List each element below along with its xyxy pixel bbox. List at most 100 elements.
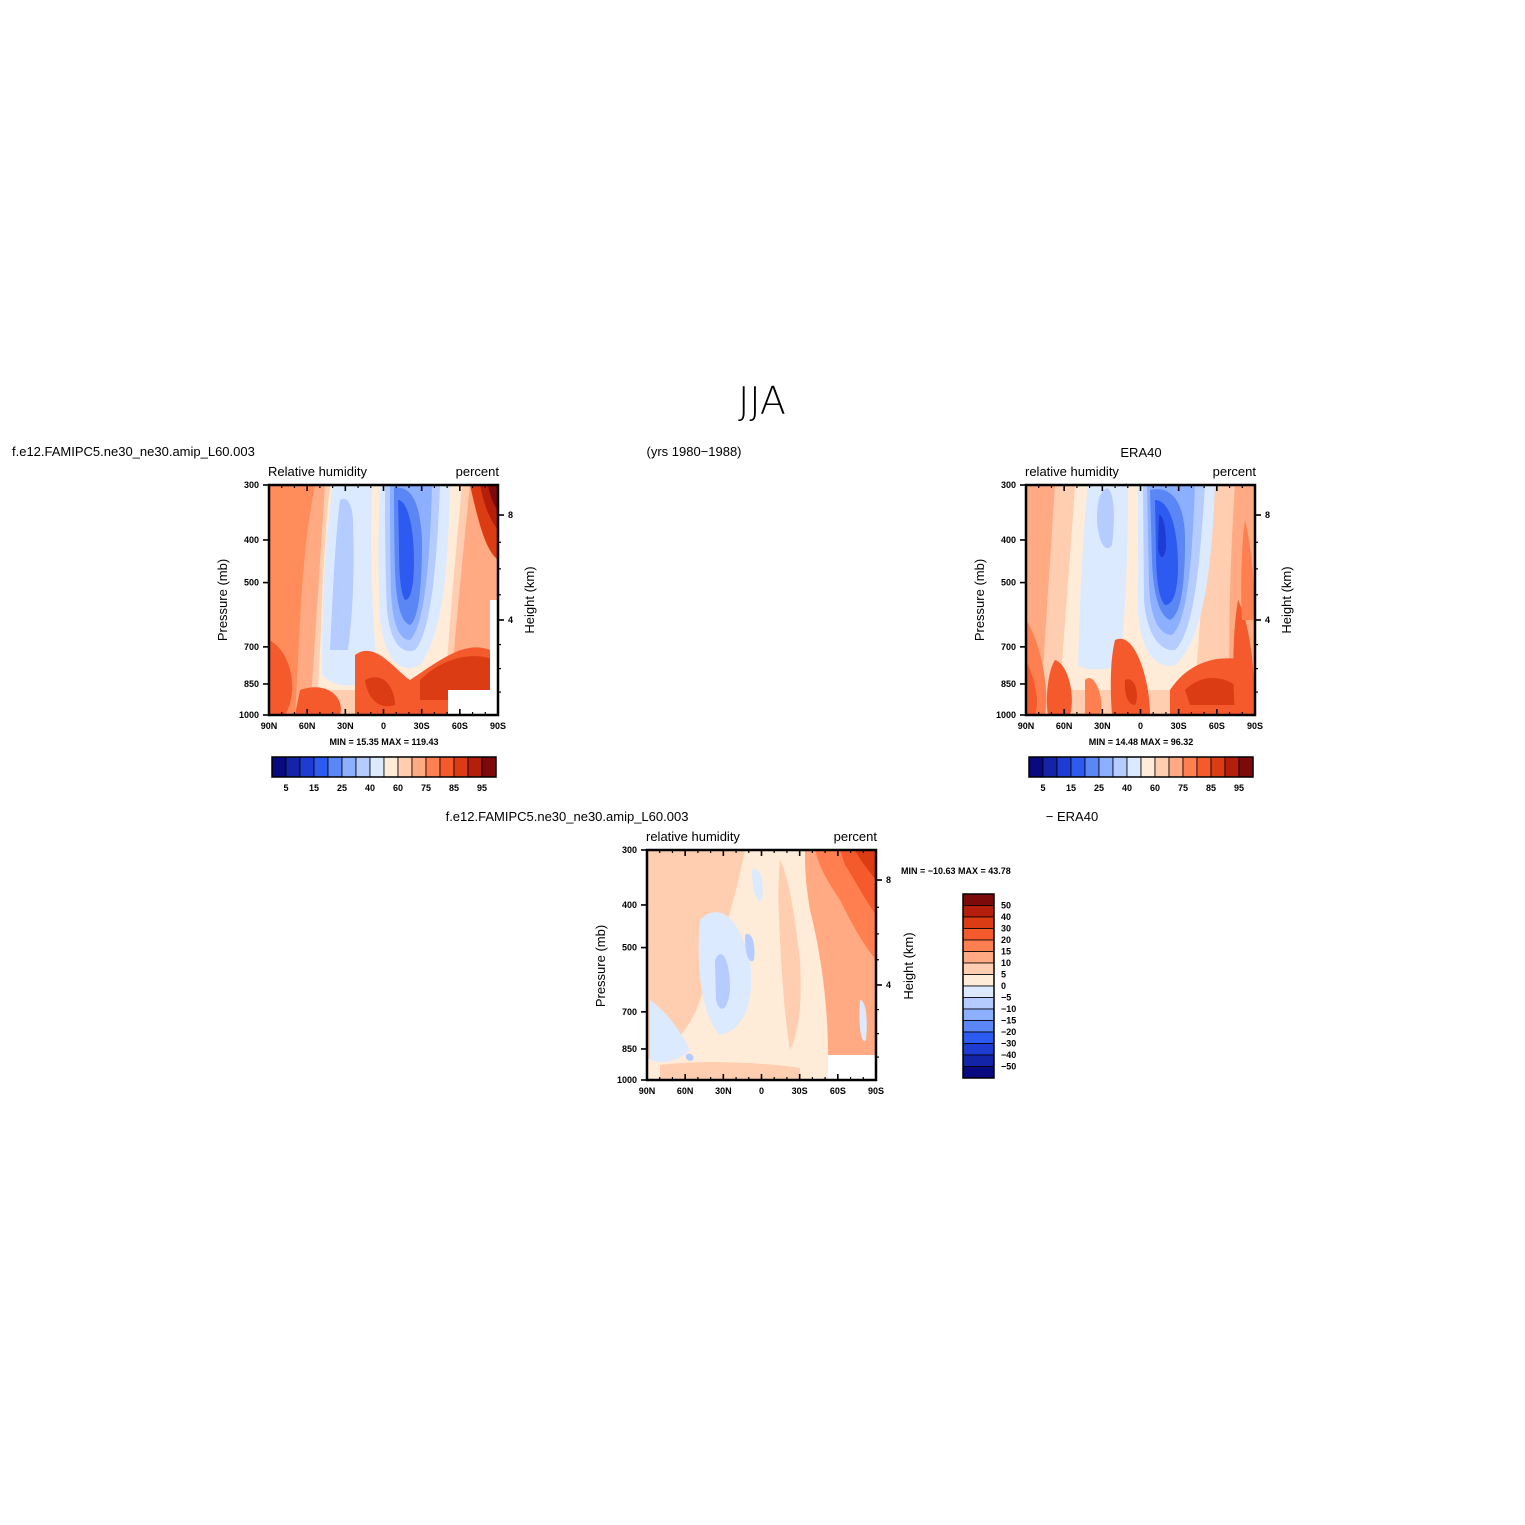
colorbar-label: 15 — [309, 783, 319, 793]
colorbar-label: 95 — [477, 783, 487, 793]
x-tick-label: 90N — [639, 1086, 656, 1096]
colorbar-box — [397, 756, 413, 778]
colorbar-box — [962, 951, 995, 964]
colorbar-label: 75 — [421, 783, 431, 793]
panel-obs-title-left: relative humidity — [1025, 464, 1119, 479]
colorbar-box — [383, 756, 399, 778]
y-tick-label: 300 — [244, 480, 259, 490]
colorbar-label: 15 — [1001, 947, 1011, 957]
colorbar-box — [962, 916, 995, 929]
colorbar-label: 85 — [449, 783, 459, 793]
panel-diff-ylabel-right: Height (km) — [901, 932, 916, 999]
colorbar-label: 75 — [1178, 783, 1188, 793]
colorbar-label: 5 — [283, 783, 288, 793]
panel-diff-ylabel: Pressure (mb) — [593, 925, 608, 1007]
x-tick-label: 30S — [1171, 721, 1187, 731]
x-tick-label: 30N — [715, 1086, 732, 1096]
colorbar-box — [1224, 756, 1240, 778]
panel-obs-title-right: percent — [1213, 464, 1257, 479]
obs-name: ERA40 — [1120, 445, 1161, 460]
colorbar-box — [962, 997, 995, 1010]
colorbar-label: 0 — [1001, 981, 1006, 991]
panel-model-field — [269, 485, 498, 715]
colorbar-box — [1112, 756, 1128, 778]
panel-diff-axes: 90N 60N 30N 0 30S 60S 90S 300 400 500 700 850 1000 8 4 — [617, 845, 891, 1096]
colorbar-box — [411, 756, 427, 778]
colorbar-box — [467, 756, 483, 778]
x-tick-label: 60N — [299, 721, 316, 731]
colorbar-box — [1070, 756, 1086, 778]
colorbar-label: −50 — [1001, 1062, 1016, 1072]
colorbar-label: 85 — [1206, 783, 1216, 793]
height-tick-label: 4 — [508, 615, 513, 625]
panel-obs-ylabel-right: Height (km) — [1279, 566, 1294, 633]
colorbar-box — [313, 756, 329, 778]
colorbar-label: 30 — [1001, 924, 1011, 934]
y-tick-label: 500 — [622, 943, 637, 953]
colorbar-label: 40 — [1001, 912, 1011, 922]
panel-model-title-right: percent — [456, 464, 500, 479]
colorbar-box — [962, 962, 995, 975]
colorbar-box — [962, 893, 995, 906]
colorbar-box — [1028, 756, 1044, 778]
colorbar-label: 40 — [365, 783, 375, 793]
panel-model: Relative humidity percent 90N — [215, 464, 537, 793]
colorbar-label: 25 — [1094, 783, 1104, 793]
colorbar-box — [962, 974, 995, 987]
colorbar-frame — [1028, 756, 1254, 778]
panel-diff-minmax: MIN = −10.63 MAX = 43.78 — [901, 866, 1011, 876]
x-tick-label: 60S — [452, 721, 468, 731]
colorbar-box — [425, 756, 441, 778]
figure-title: JJA — [738, 379, 786, 423]
x-tick-label: 60N — [677, 1086, 694, 1096]
height-tick-label: 8 — [508, 510, 513, 520]
panel-diff-field — [647, 850, 876, 1080]
x-tick-label: 0 — [381, 721, 386, 731]
panel-diff-title-right: percent — [834, 829, 878, 844]
colorbar-box — [1154, 756, 1170, 778]
y-tick-label: 1000 — [617, 1075, 637, 1085]
y-tick-label: 700 — [622, 1007, 637, 1017]
colorbar-box — [1098, 756, 1114, 778]
x-tick-label: 30S — [414, 721, 430, 731]
y-tick-label: 500 — [244, 578, 259, 588]
colorbar-box — [285, 756, 301, 778]
colorbar-label: 20 — [1001, 935, 1011, 945]
panel-obs: relative humidity percent 90N — [972, 464, 1294, 793]
diff-case-name: f.e12.FAMIPC5.ne30_ne30.amip_L60.003 — [446, 809, 689, 824]
colorbar-label: −10 — [1001, 1004, 1016, 1014]
panel-diff: relative humidity percent 90N 60N 30N 0 30S 6… — [593, 829, 1016, 1096]
colorbar-label: 25 — [337, 783, 347, 793]
colorbar-box — [1042, 756, 1058, 778]
x-tick-label: 90S — [1247, 721, 1263, 731]
colorbar-box — [962, 905, 995, 918]
y-tick-label: 700 — [244, 642, 259, 652]
panel-obs-axes: 90N 60N 30N 0 30S 60S 90S 300 400 500 700 850 1000 8 4 — [996, 480, 1270, 731]
colorbar-label: 60 — [393, 783, 403, 793]
x-tick-label: 30N — [1094, 721, 1111, 731]
panel-model-minmax: MIN = 15.35 MAX = 119.43 — [329, 737, 438, 747]
y-tick-label: 400 — [244, 535, 259, 545]
y-tick-label: 300 — [622, 845, 637, 855]
colorbar-box — [1238, 756, 1254, 778]
colorbar-box — [1056, 756, 1072, 778]
panel-diff-title-left: relative humidity — [646, 829, 740, 844]
colorbar-label: 5 — [1001, 970, 1006, 980]
y-tick-label: 300 — [1001, 480, 1016, 490]
x-tick-label: 30S — [792, 1086, 808, 1096]
panel-model-ylabel-right: Height (km) — [522, 566, 537, 633]
height-tick-label: 8 — [1265, 510, 1270, 520]
x-tick-label: 0 — [1138, 721, 1143, 731]
x-tick-label: 90N — [1018, 721, 1035, 731]
colorbar-box — [1182, 756, 1198, 778]
colorbar-box — [271, 756, 287, 778]
colorbar-label: −20 — [1001, 1027, 1016, 1037]
colorbar-box — [962, 1043, 995, 1056]
panel-model-axes: 90N 60N 30N 0 30S 60S 90S 300 400 500 700 850 1000 8 4 — [239, 480, 513, 731]
colorbar-box — [369, 756, 385, 778]
colorbar-box — [1196, 756, 1212, 778]
height-tick-label: 4 — [886, 980, 891, 990]
colorbar-box — [299, 756, 315, 778]
